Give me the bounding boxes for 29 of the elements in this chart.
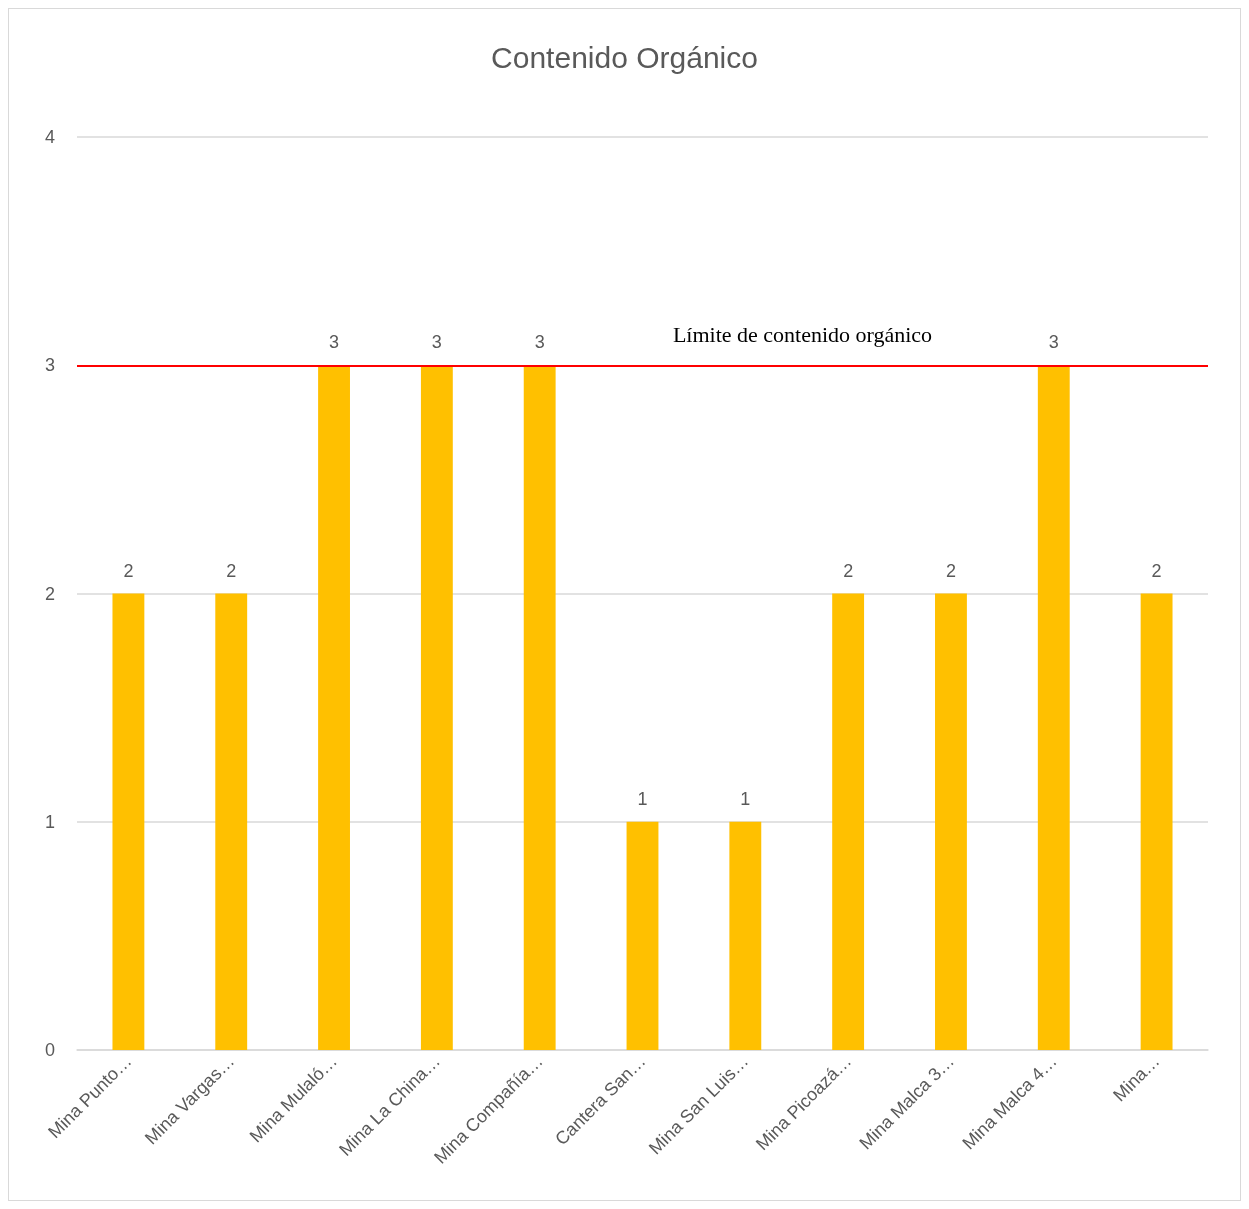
bar — [1037, 365, 1070, 1050]
data-label: 2 — [123, 560, 134, 581]
bar — [729, 821, 762, 1050]
data-label: 3 — [534, 332, 545, 353]
bar — [626, 821, 659, 1050]
bar — [1140, 593, 1173, 1050]
y-tick-label: 1 — [44, 811, 55, 832]
bar — [523, 365, 556, 1050]
bar — [215, 593, 248, 1050]
ref-line-label: Límite de contenido orgánico — [672, 321, 933, 347]
data-label: 1 — [637, 788, 648, 809]
y-tick-label: 0 — [44, 1040, 55, 1060]
y-tick-label: 2 — [44, 583, 55, 604]
bar — [318, 365, 350, 1050]
data-label: 3 — [431, 332, 442, 353]
bar — [935, 593, 967, 1050]
data-label: 1 — [740, 788, 751, 809]
y-tick-label: 3 — [44, 355, 55, 376]
bar — [112, 593, 145, 1050]
bar — [832, 593, 865, 1050]
data-label: 2 — [945, 560, 956, 581]
data-label: 2 — [843, 560, 854, 581]
data-label: 2 — [1151, 560, 1162, 581]
data-label: 3 — [329, 332, 340, 353]
chart-title: Contenido Orgánico — [491, 40, 758, 74]
data-label: 2 — [226, 560, 237, 581]
bar — [420, 365, 453, 1050]
y-tick-label: 4 — [44, 127, 55, 147]
data-label: 3 — [1048, 332, 1059, 353]
